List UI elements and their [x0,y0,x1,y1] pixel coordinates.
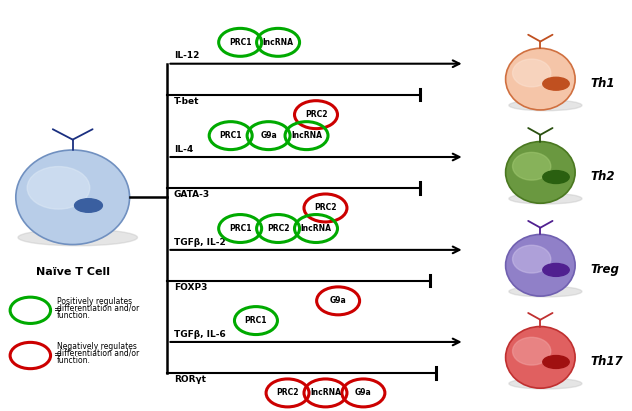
Ellipse shape [509,378,582,389]
Ellipse shape [27,166,90,209]
Text: G9a: G9a [260,131,277,140]
Text: GATA-3: GATA-3 [174,190,210,199]
Text: lncRNA: lncRNA [262,38,294,47]
Text: PRC2: PRC2 [314,203,337,212]
Text: PRC1: PRC1 [229,224,252,233]
Text: =: = [54,305,62,315]
Text: PRC2: PRC2 [267,224,289,233]
Text: TGFβ, IL-6: TGFβ, IL-6 [174,330,226,339]
Ellipse shape [506,326,575,388]
Text: PRC1: PRC1 [229,38,252,47]
Text: =: = [54,351,62,360]
Ellipse shape [513,245,551,273]
Ellipse shape [75,199,102,212]
Text: differentiation and/or: differentiation and/or [57,349,139,358]
Text: IL-12: IL-12 [174,51,199,60]
Text: PRC1: PRC1 [219,131,242,140]
Text: FOXP3: FOXP3 [174,283,207,292]
Ellipse shape [543,263,569,276]
Text: Positively regulates: Positively regulates [57,297,132,306]
Text: Naïve T Cell: Naïve T Cell [35,267,110,277]
Ellipse shape [509,193,582,204]
Text: G9a: G9a [355,388,372,397]
Text: lncRNA: lncRNA [300,224,332,233]
Ellipse shape [18,229,138,246]
Ellipse shape [506,48,575,110]
Text: PRC2: PRC2 [276,388,299,397]
Text: G9a: G9a [330,296,346,305]
Ellipse shape [506,234,575,296]
Ellipse shape [513,152,551,180]
Text: RORγt: RORγt [174,375,206,384]
Text: Th1: Th1 [591,77,616,90]
Text: differentiation and/or: differentiation and/or [57,304,139,313]
Text: Treg: Treg [591,263,620,276]
Text: IL-4: IL-4 [174,145,193,154]
Ellipse shape [513,59,551,87]
Text: function.: function. [57,356,91,365]
Text: function.: function. [57,311,91,320]
Text: T-bet: T-bet [174,97,199,106]
Ellipse shape [16,150,130,245]
Ellipse shape [543,356,569,368]
Ellipse shape [509,100,582,111]
Text: lncRNA: lncRNA [291,131,322,140]
Text: TGFβ, IL-2: TGFβ, IL-2 [174,238,226,247]
Ellipse shape [543,171,569,183]
Ellipse shape [506,141,575,203]
Text: PRC2: PRC2 [305,110,327,119]
Ellipse shape [509,286,582,297]
Text: Th17: Th17 [591,355,624,368]
Text: Th2: Th2 [591,170,616,183]
Text: lncRNA: lncRNA [310,388,341,397]
Text: Negatively regulates: Negatively regulates [57,342,137,351]
Ellipse shape [543,77,569,90]
Ellipse shape [513,337,551,365]
Text: PRC1: PRC1 [245,316,267,325]
